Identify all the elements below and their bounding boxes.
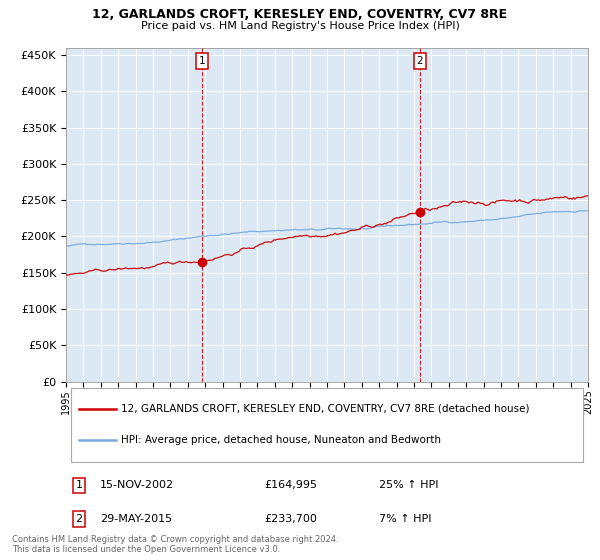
Text: 7% ↑ HPI: 7% ↑ HPI: [379, 514, 432, 524]
Text: 1: 1: [199, 56, 206, 66]
Text: 12, GARLANDS CROFT, KERESLEY END, COVENTRY, CV7 8RE (detached house): 12, GARLANDS CROFT, KERESLEY END, COVENT…: [121, 404, 529, 414]
Text: 1: 1: [76, 480, 83, 491]
Text: HPI: Average price, detached house, Nuneaton and Bedworth: HPI: Average price, detached house, Nune…: [121, 435, 441, 445]
Text: 25% ↑ HPI: 25% ↑ HPI: [379, 480, 439, 491]
Text: This data is licensed under the Open Government Licence v3.0.: This data is licensed under the Open Gov…: [12, 545, 280, 554]
Text: Price paid vs. HM Land Registry's House Price Index (HPI): Price paid vs. HM Land Registry's House …: [140, 21, 460, 31]
Text: 2: 2: [76, 514, 83, 524]
Text: 15-NOV-2002: 15-NOV-2002: [100, 480, 174, 491]
Text: £164,995: £164,995: [265, 480, 317, 491]
Text: Contains HM Land Registry data © Crown copyright and database right 2024.: Contains HM Land Registry data © Crown c…: [12, 535, 338, 544]
Text: 12, GARLANDS CROFT, KERESLEY END, COVENTRY, CV7 8RE: 12, GARLANDS CROFT, KERESLEY END, COVENT…: [92, 8, 508, 21]
Text: 29-MAY-2015: 29-MAY-2015: [100, 514, 172, 524]
Text: £233,700: £233,700: [265, 514, 317, 524]
FancyBboxPatch shape: [71, 389, 583, 462]
Text: 2: 2: [416, 56, 423, 66]
